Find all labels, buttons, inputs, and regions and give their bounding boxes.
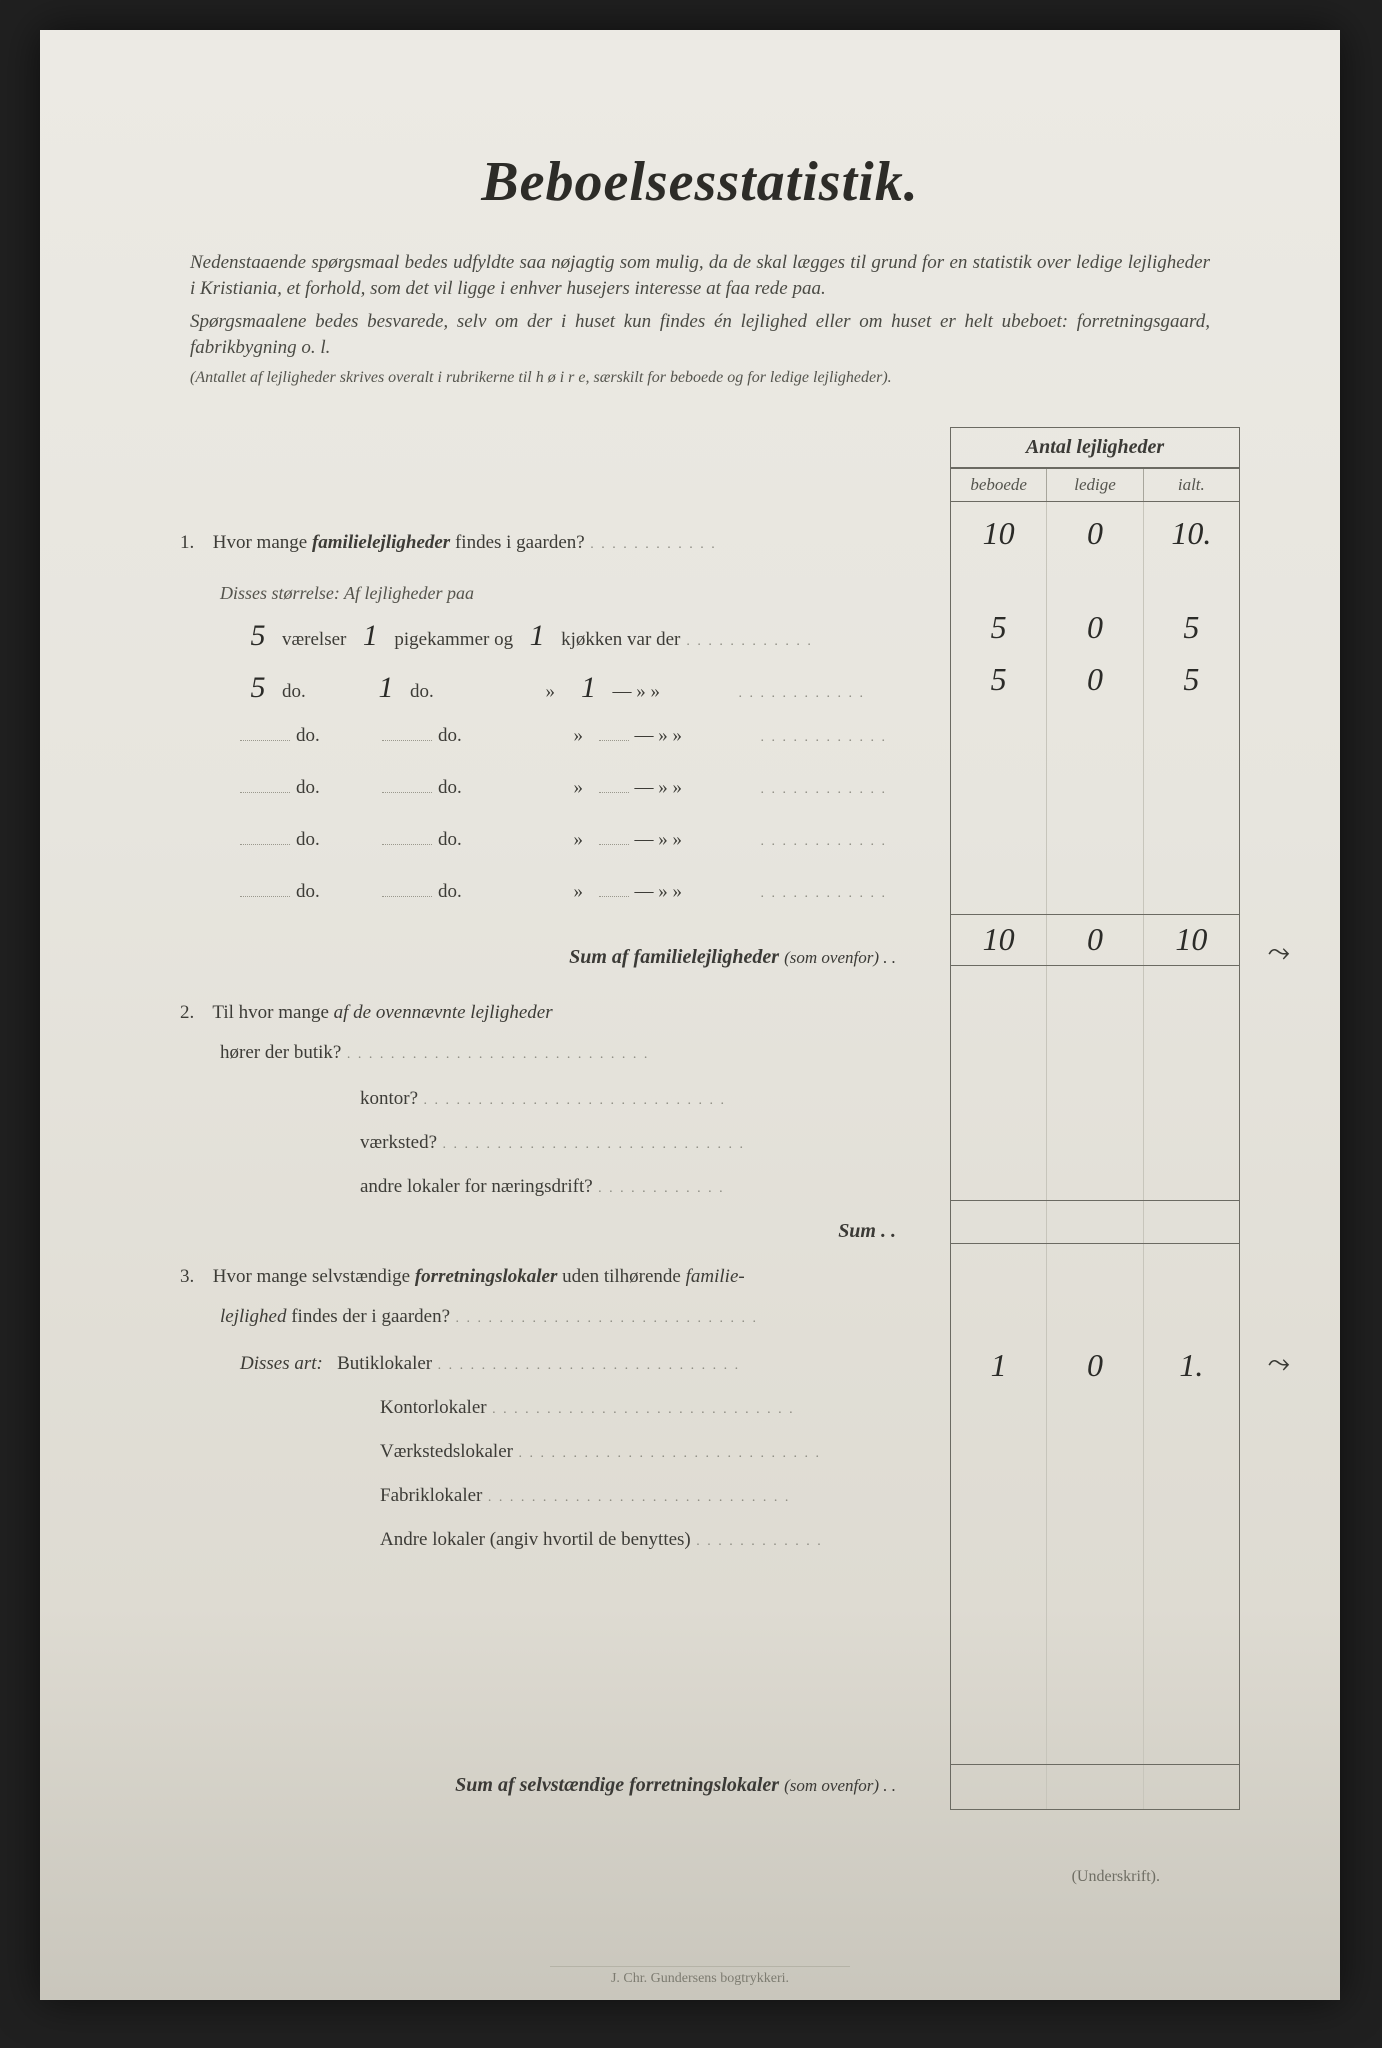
room-row-3: do. do. » — » » bbox=[180, 723, 900, 775]
q3-sub: Disses art: bbox=[240, 1353, 323, 1374]
r2-k: 1 bbox=[571, 671, 607, 705]
r1-beboede: 5 bbox=[951, 602, 1047, 654]
q2-line1a: Til hvor mange bbox=[212, 1002, 333, 1023]
intro-paragraph-1: Nedenstaaende spørgsmaal bedes udfyldte … bbox=[180, 250, 1220, 301]
q1-text-a: Hvor mange bbox=[213, 532, 312, 553]
intro-note: (Antallet af lejligheder skrives overalt… bbox=[180, 369, 1220, 387]
q3-butik-beboede: 1 bbox=[951, 1344, 1047, 1388]
q3-item-kontor: Kontorlokaler bbox=[180, 1386, 900, 1430]
q1-sum-beboede: 10 bbox=[951, 915, 1047, 965]
q2-item-andre: andre lokaler for næringsdrift? bbox=[180, 1165, 900, 1209]
q3-line2: lejlighed findes der i gaarden? bbox=[180, 1301, 900, 1333]
col-beboede: beboede bbox=[951, 469, 1047, 501]
q3-line1em2: familie- bbox=[686, 1266, 745, 1287]
flourish-2: ⤳ bbox=[1268, 1348, 1290, 1380]
room-row-2: 5 do. 1 do. » 1 — » » bbox=[180, 671, 900, 723]
col-ialt: ialt. bbox=[1144, 469, 1239, 501]
q3-butik-ialt: 1. bbox=[1144, 1344, 1239, 1388]
q2-num: 2. bbox=[180, 997, 208, 1029]
table-data: 10 0 10. 5 0 5 5 0 bbox=[950, 502, 1240, 1810]
q2-item-kontor: kontor? bbox=[180, 1077, 900, 1121]
q2-line2: hører der butik? bbox=[180, 1037, 900, 1069]
question-3: 3. Hvor mange selvstændige forretningslo… bbox=[180, 1261, 900, 1293]
r2-v: 5 bbox=[240, 671, 276, 705]
form-content: Antal lejligheder beboede ledige ialt. 1… bbox=[180, 427, 1220, 1808]
q3-sum-label: Sum af selvstændige forretningslokaler (… bbox=[180, 1762, 900, 1808]
q1-beboede: 10 bbox=[951, 502, 1047, 566]
q2-item-vaerksted: værksted? bbox=[180, 1121, 900, 1165]
r2-beboede: 5 bbox=[951, 654, 1047, 706]
q1-ledige: 0 bbox=[1047, 502, 1143, 566]
r1-k: 1 bbox=[519, 619, 555, 653]
q2-sum-label: Sum . . bbox=[180, 1209, 900, 1253]
q3-sub-line: Disses art: Butiklokaler bbox=[180, 1342, 900, 1386]
q3-butik-ledige: 0 bbox=[1047, 1344, 1143, 1388]
q1-sum-ialt: 10 bbox=[1144, 915, 1239, 965]
r1-p: 1 bbox=[352, 619, 388, 653]
scan-frame: Beboelsesstatistik. Nedenstaaende spørgs… bbox=[0, 0, 1382, 2048]
r2-ialt: 5 bbox=[1144, 654, 1239, 706]
room-row-5: do. do. » — » » bbox=[180, 827, 900, 879]
question-1: 1. Hvor mange familielejligheder findes … bbox=[180, 511, 900, 575]
signature-label: (Underskrift). bbox=[180, 1868, 1220, 1886]
q3-num: 3. bbox=[180, 1261, 208, 1293]
count-table: Antal lejligheder beboede ledige ialt. 1… bbox=[950, 427, 1240, 1810]
room-row-1: 5 værelser 1 pigekammer og 1 kjøkken var… bbox=[180, 619, 900, 671]
table-header: Antal lejligheder bbox=[950, 427, 1240, 469]
q1-sum-ledige: 0 bbox=[1047, 915, 1143, 965]
q3-item-andre: Andre lokaler (angiv hvortil de benyttes… bbox=[180, 1518, 900, 1562]
r2-p: 1 bbox=[368, 671, 404, 705]
q3-line1b: uden tilhørende bbox=[557, 1266, 685, 1287]
col-ledige: ledige bbox=[1047, 469, 1143, 501]
q1-text-b: findes i gaarden? bbox=[450, 532, 585, 553]
flourish-1: ⤳ bbox=[1268, 937, 1290, 969]
printer-credit: J. Chr. Gundersens bogtrykkeri. bbox=[550, 1966, 850, 1987]
q3-line1em: forretningslokaler bbox=[415, 1266, 558, 1287]
page-title: Beboelsesstatistik. bbox=[180, 150, 1220, 214]
intro-paragraph-2: Spørgsmaalene bedes besvarede, selv om d… bbox=[180, 309, 1220, 360]
q1-ialt: 10. bbox=[1144, 502, 1239, 566]
r2-ledige: 0 bbox=[1047, 654, 1143, 706]
q1-em: familielejligheder bbox=[312, 532, 450, 553]
q3-line1a: Hvor mange selvstændige bbox=[213, 1266, 415, 1287]
table-subheader: beboede ledige ialt. bbox=[950, 469, 1240, 502]
q1-sub: Disses størrelse: Af lejligheder paa bbox=[180, 583, 900, 619]
document-page: Beboelsesstatistik. Nedenstaaende spørgs… bbox=[40, 30, 1340, 2000]
q1-sum-label: Sum af familielejligheder (som ovenfor) … bbox=[180, 931, 900, 983]
question-2: 2. Til hvor mange af de ovennævnte lejli… bbox=[180, 997, 900, 1029]
r1-ledige: 0 bbox=[1047, 602, 1143, 654]
room-row-4: do. do. » — » » bbox=[180, 775, 900, 827]
q3-item-vaerksted: Værkstedslokaler bbox=[180, 1430, 900, 1474]
q3-item-fabrik: Fabriklokaler bbox=[180, 1474, 900, 1518]
q1-num: 1. bbox=[180, 511, 208, 575]
r1-v: 5 bbox=[240, 619, 276, 653]
q2-line1em: af de ovennævnte lejligheder bbox=[334, 1002, 553, 1023]
room-row-6: do. do. » — » » bbox=[180, 879, 900, 931]
r1-ialt: 5 bbox=[1144, 602, 1239, 654]
